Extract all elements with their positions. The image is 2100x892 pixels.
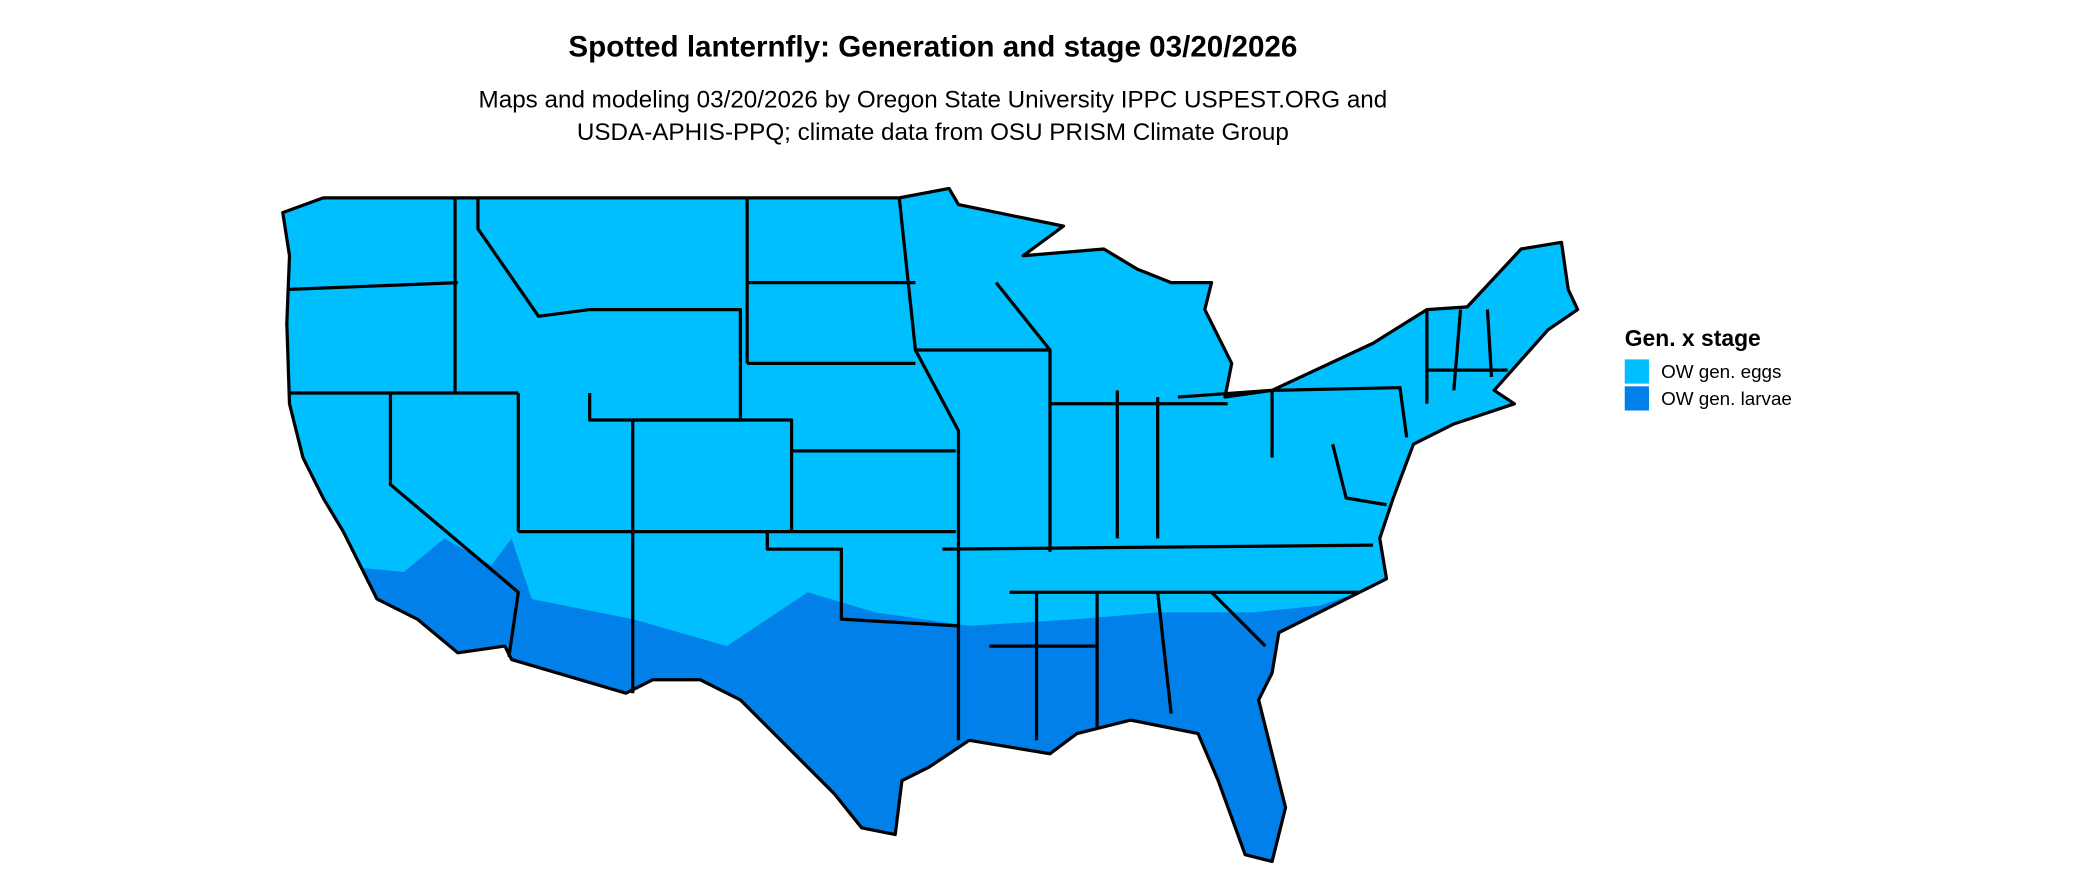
map <box>281 186 1580 864</box>
legend: OW gen. eggs OW gen. larvae <box>1624 359 1792 411</box>
subtitle-line: Maps and modeling 03/20/2026 by Oregon S… <box>479 87 1388 114</box>
subtitle-line: USDA-APHIS-PPQ; climate data from OSU PR… <box>577 119 1289 146</box>
state-borders <box>281 186 1580 864</box>
legend-label: OW gen. eggs <box>1661 361 1781 382</box>
title: Spotted lanternfly: Generation and stage… <box>568 31 1297 64</box>
legend-title: Gen. x stage <box>1625 325 1761 351</box>
legend-swatch <box>1624 359 1649 384</box>
legend-swatch <box>1624 386 1649 411</box>
legend-label: OW gen. larvae <box>1661 388 1792 409</box>
